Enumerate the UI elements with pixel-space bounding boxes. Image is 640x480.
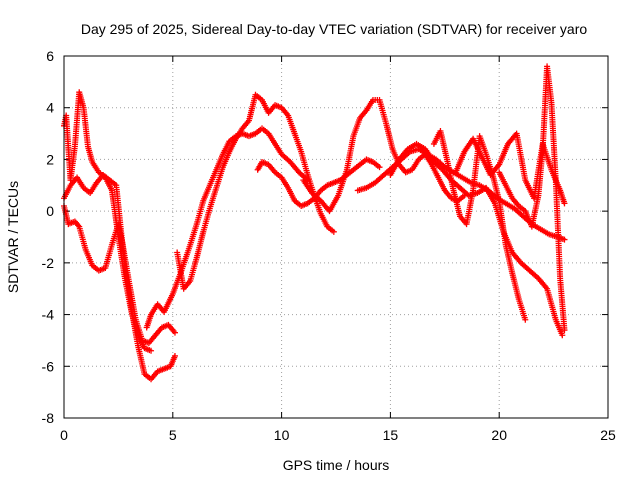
data-point bbox=[148, 347, 155, 354]
y-axis-label: SDTVAR / TECUs bbox=[5, 181, 21, 293]
satellite-track-3 bbox=[61, 89, 155, 354]
data-point bbox=[561, 200, 568, 207]
data-point bbox=[171, 352, 178, 359]
x-axis-label: GPS time / hours bbox=[283, 457, 390, 473]
y-tick-label: -6 bbox=[42, 358, 55, 374]
data-point bbox=[561, 327, 568, 334]
data-point bbox=[561, 236, 568, 243]
y-tick-label: -8 bbox=[42, 410, 55, 426]
x-tick-label: 10 bbox=[274, 427, 290, 443]
plot-frame bbox=[63, 55, 609, 419]
y-tick-label: 6 bbox=[46, 48, 54, 64]
x-tick-label: 15 bbox=[383, 427, 399, 443]
x-tick-label: 20 bbox=[491, 427, 507, 443]
satellite-track-11 bbox=[452, 130, 568, 207]
y-tick-label: 2 bbox=[46, 151, 54, 167]
y-tick-label: 4 bbox=[46, 100, 54, 116]
data-point bbox=[330, 228, 337, 235]
x-tick-label: 0 bbox=[60, 427, 68, 443]
data-point bbox=[376, 164, 383, 171]
y-tick-label: -2 bbox=[42, 255, 55, 271]
satellite-track-7 bbox=[300, 96, 468, 215]
y-tick-label: -4 bbox=[42, 307, 55, 323]
satellite-track-6 bbox=[254, 156, 383, 209]
axis-ticks: 0 5 10 15 20 25 -8 -6 -4 -2 0 2 4 6 bbox=[42, 48, 616, 443]
x-tick-label: 25 bbox=[600, 427, 616, 443]
chart-title: Day 295 of 2025, Sidereal Day-to-day VTE… bbox=[81, 21, 587, 37]
satellite-track-10 bbox=[430, 127, 529, 323]
satellite-track-1 bbox=[61, 171, 178, 383]
satellite-track-4 bbox=[143, 125, 311, 331]
y-tick-label: 0 bbox=[46, 203, 54, 219]
data-point bbox=[559, 332, 566, 339]
data-series bbox=[61, 63, 568, 383]
data-point bbox=[171, 329, 178, 336]
grid bbox=[64, 56, 608, 418]
data-point bbox=[75, 222, 82, 229]
data-point bbox=[522, 316, 529, 323]
satellite-track-12 bbox=[496, 63, 568, 334]
x-tick-label: 5 bbox=[169, 427, 177, 443]
satellite-track-5 bbox=[174, 91, 337, 292]
